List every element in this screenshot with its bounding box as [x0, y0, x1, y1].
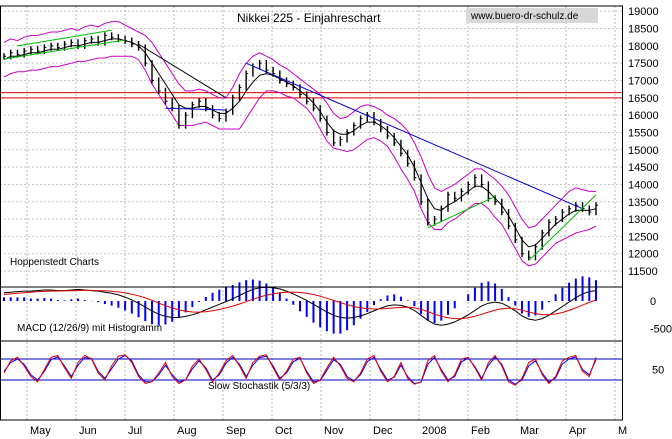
x-tick-label: Oct — [275, 425, 292, 437]
y-tick-label: 19000 — [628, 6, 659, 18]
y-tick-label: 13000 — [628, 214, 659, 226]
y-tick-label: 14000 — [628, 179, 659, 191]
trend-line — [165, 107, 227, 111]
x-tick-label: Dec — [373, 425, 393, 437]
x-tick-label: May — [30, 425, 51, 437]
series-line — [3, 21, 596, 229]
y-tick-label: 17000 — [628, 75, 659, 87]
x-tick-label: Feb — [471, 425, 490, 437]
trend-lines — [3, 29, 597, 262]
x-tick-label: Jul — [128, 425, 142, 437]
stochastic-panel — [0, 354, 622, 386]
trend-line — [528, 194, 597, 262]
stochastic-label: Slow Stochastik (5/3/3) — [208, 381, 310, 392]
y-tick-label: 12000 — [628, 249, 659, 261]
source-box — [466, 8, 598, 23]
x-tick-label: Sep — [226, 425, 246, 437]
publisher-label: Hoppenstedt Charts — [10, 257, 99, 268]
macd-label: MACD (12/26/9) mit Histogramm — [17, 323, 162, 334]
trend-line — [3, 39, 126, 60]
y-tick-label: 11500 — [628, 266, 658, 278]
trend-line — [427, 196, 496, 229]
y-tick-label: 18000 — [628, 41, 659, 53]
horizontal-levels — [0, 92, 622, 99]
x-tick-label: M — [618, 425, 627, 437]
macd-tick-label: 0 — [650, 296, 656, 308]
macd-signal-line — [3, 289, 597, 320]
y-tick-label: 15500 — [628, 127, 659, 139]
axes: May Jun Jul Aug Sep Oct Nov Dec 2008 Feb Mar Apr M 11… — [0, 5, 672, 437]
x-tick-label: Mar — [520, 425, 539, 437]
y-tick-label: 14500 — [628, 162, 659, 174]
y-tick-label: 13500 — [628, 197, 659, 209]
x-tick-label: Jun — [79, 425, 97, 437]
x-tick-label: Apr — [569, 425, 586, 437]
price-series — [3, 32, 598, 261]
macd-panel — [3, 276, 597, 334]
trend-line — [17, 29, 112, 47]
y-tick-label: 17500 — [628, 58, 659, 70]
y-tick-label: 15000 — [628, 145, 659, 157]
grid — [0, 6, 622, 420]
x-tick-label: Nov — [324, 425, 344, 437]
series-line — [3, 55, 597, 267]
y-tick-label: 12500 — [628, 231, 659, 243]
x-tick-label: 2008 — [422, 425, 446, 437]
plot-frame — [0, 5, 623, 421]
y-tick-label: 16500 — [628, 93, 659, 105]
x-tick-label: Aug — [177, 425, 197, 437]
y-tick-label: 16000 — [628, 110, 659, 122]
trend-line — [138, 43, 227, 99]
macd-line — [3, 286, 597, 326]
macd-tick-label: -500 — [650, 324, 672, 336]
source-label: www.buero-dr-schulz.de — [470, 11, 579, 22]
stochastic-tick-label: 50 — [652, 365, 664, 377]
chart-title: Nikkei 225 - Einjahreschart — [237, 11, 381, 25]
stochastic-k-line — [3, 354, 597, 386]
trend-line — [245, 62, 583, 210]
y-tick-label: 18500 — [628, 24, 659, 36]
